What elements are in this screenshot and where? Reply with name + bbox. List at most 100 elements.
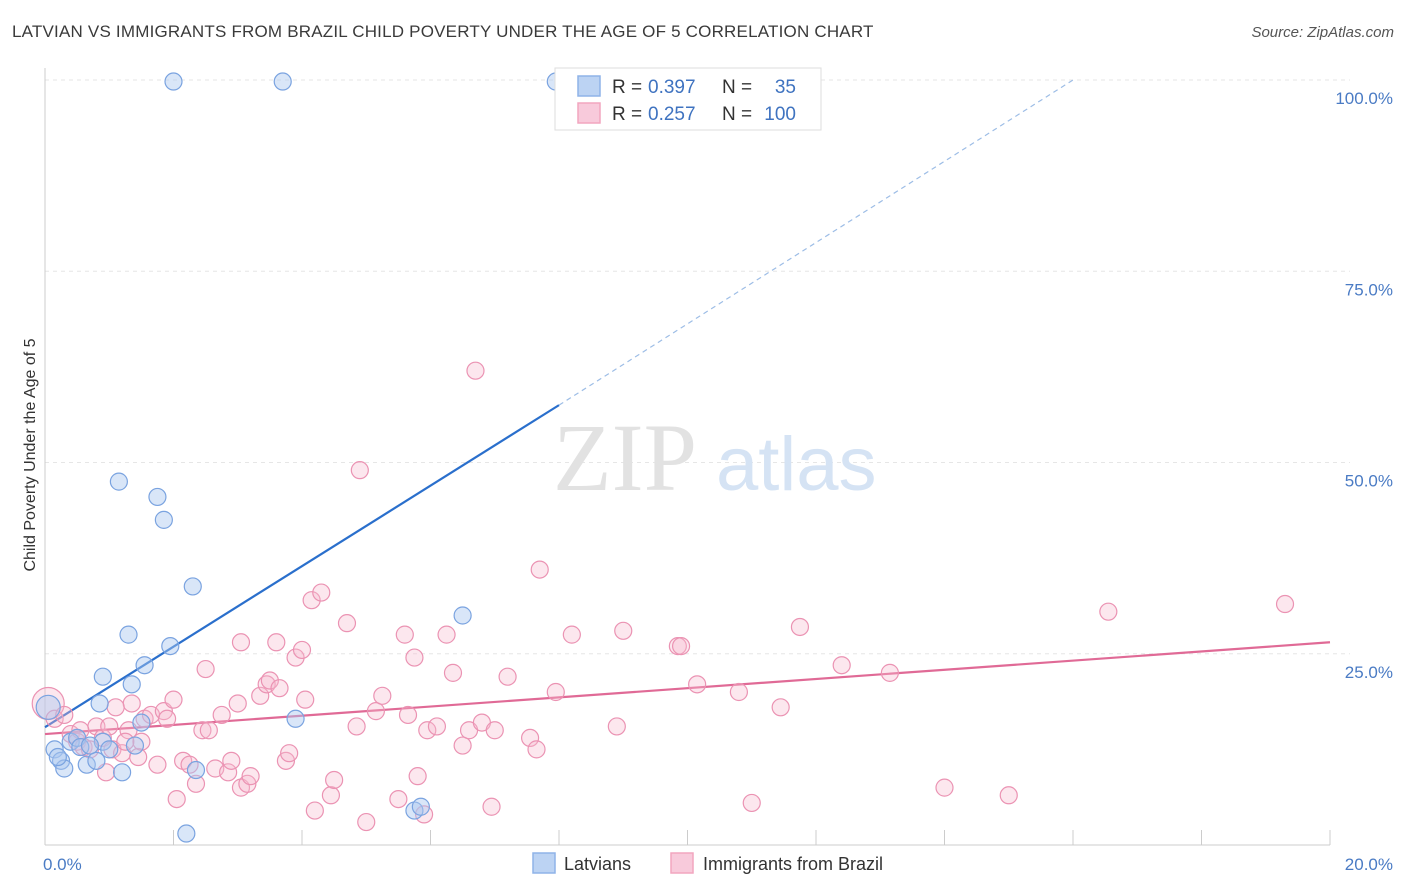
point-brazil-67 [427,717,447,736]
point-brazil-35 [231,633,251,652]
point-brazil-96 [1275,594,1295,614]
point-brazil-10 [100,717,119,736]
point-brazil-61 [395,625,414,644]
point-brazil-21 [157,709,177,728]
y-axis-label: Child Poverty Under the Age of 5 [22,338,39,571]
point-brazil-14 [122,694,141,713]
y-tick-label-3: 100.0% [1335,89,1393,108]
legend-n-value-1: 35 [775,77,796,98]
point-brazil-77 [520,728,540,748]
point-brazil-76 [498,667,517,686]
point-brazil-92 [880,663,899,682]
legend-swatch-latvians [577,75,601,97]
y-tick-labels: 25.0% 50.0% 75.0% 100.0% [1335,89,1393,682]
point-brazil-15 [129,747,148,767]
point-brazil-33 [222,751,241,770]
point-brazil-91 [832,656,851,675]
point-brazil-97 [106,698,125,717]
y-tick-label-2: 75.0% [1345,280,1393,299]
point-brazil-59 [373,686,392,705]
axes [44,68,1331,846]
point-brazil-19 [148,755,167,774]
point-brazil-22 [164,690,183,709]
legend-n-label-1: N = [722,77,752,98]
point-latvians-24 [164,72,183,91]
point-brazil-80 [546,682,565,702]
point-latvians-22 [154,510,173,529]
point-brazil-95 [1099,602,1118,621]
point-brazil-89 [771,698,790,717]
x-tick-labels: 0.0% 20.0% [43,855,1393,874]
point-brazil-49 [302,591,321,610]
point-latvians-16 [119,625,138,644]
point-latvians-21 [148,487,167,507]
series-swatch-latvians [532,852,556,874]
data-points [31,72,1295,843]
point-brazil-52 [321,786,341,805]
series-label-latvians: Latvians [564,854,631,874]
point-latvians-20 [135,656,154,675]
point-latvians-29 [286,709,305,728]
correlation-legend: R = 0.397 N = 35 R = 0.257 N = 100 [554,67,822,131]
point-brazil-50 [305,801,324,820]
legend-n-value-2: 100 [764,104,796,125]
grid-lines [45,79,1350,655]
point-latvians-10 [80,736,100,755]
point-brazil-88 [742,793,761,813]
point-brazil-74 [482,797,501,816]
point-brazil-64 [408,767,427,786]
point-brazil-41 [260,671,279,690]
point-brazil-38 [241,767,260,786]
point-latvians-13 [100,740,119,759]
trend-lines [44,79,1331,736]
point-brazil-82 [607,717,626,736]
point-latvians-7 [77,755,96,774]
point-brazil-58 [366,702,385,721]
point-brazil-69 [443,663,463,682]
point-brazil-54 [337,614,357,633]
y-tick-label-0: 25.0% [1345,663,1393,682]
watermark-atlas: atlas [716,422,877,507]
point-brazil-47 [292,640,312,660]
point-latvians-26 [183,577,202,596]
point-latvians-18 [125,736,145,755]
point-brazil-90 [790,617,810,637]
point-brazil-57 [357,812,376,832]
point-brazil-55 [347,717,366,736]
y-tick-label-1: 50.0% [1345,472,1393,491]
point-brazil-34 [228,694,247,713]
point-latvians-28 [273,72,292,91]
legend-r-label-2: R = [612,104,642,125]
point-brazil-70 [453,736,472,755]
watermark: ZIP atlas [553,404,877,511]
point-latvians-12 [93,667,112,686]
point-brazil-23 [167,789,186,809]
point-latvians-34 [48,747,67,767]
trend-line-latvians [44,404,560,729]
point-brazil-26 [186,774,206,793]
legend-r-value-2: 0.257 [648,104,696,125]
source-label: Source: ZipAtlas.com [1251,24,1394,41]
trend-line-latvians-extension [558,79,1074,406]
point-latvians-27 [186,760,206,780]
point-latvians-25 [177,824,196,843]
point-latvians-15 [112,763,132,782]
point-brazil-79 [530,560,549,579]
point-brazil-87 [729,682,749,702]
point-latvians-3 [55,759,74,778]
legend-r-value-1: 0.397 [648,77,696,98]
point-brazil-53 [325,770,344,790]
point-brazil-56 [350,461,369,480]
point-brazil-62 [398,705,418,725]
series-legend: Latvians Immigrants from Brazil [532,852,883,874]
point-brazil-27 [193,721,212,740]
trend-line-brazil [44,641,1331,736]
chart-title: LATVIAN VS IMMIGRANTS FROM BRAZIL CHILD … [12,22,874,41]
point-brazil-86 [688,675,707,694]
point-brazil-39 [251,686,270,705]
point-brazil-43 [270,679,289,698]
point-brazil-28 [196,659,215,679]
point-brazil-45 [280,744,299,763]
point-latvians-0 [35,694,61,720]
point-brazil-83 [614,621,633,640]
